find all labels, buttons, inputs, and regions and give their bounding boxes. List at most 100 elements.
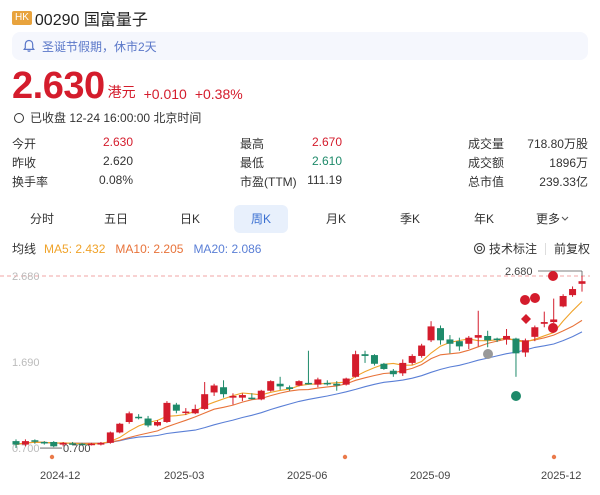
candle-body[interactable]: [50, 441, 58, 447]
price-row: 2.630 港元 +0.010 +0.38%: [12, 66, 243, 106]
candle-body[interactable]: [286, 387, 294, 389]
candle-body[interactable]: [144, 418, 152, 426]
candle-body[interactable]: [163, 402, 171, 422]
stat-turnover-rate-value: 0.08%: [98, 173, 133, 187]
x-label-2025-09: 2025-09: [410, 470, 451, 482]
y-axis-label: 2.680: [12, 271, 40, 283]
candle-body[interactable]: [257, 390, 265, 400]
market-status: 已收盘 12-24 16:00:00 北京时间: [14, 109, 201, 126]
candle-body[interactable]: [323, 382, 331, 385]
event-marker[interactable]: [548, 271, 558, 281]
candlestick-chart[interactable]: 2.680 1.690 0.700 0.700 2.680: [0, 262, 600, 495]
candle-body[interactable]: [304, 382, 312, 385]
candle-body[interactable]: [248, 397, 256, 400]
event-marker[interactable]: [548, 323, 558, 333]
stat-turnover-value: 1896万: [549, 156, 588, 170]
candle-body[interactable]: [97, 442, 105, 445]
candle-body[interactable]: [446, 339, 454, 344]
adjust-mode-button[interactable]: 前复权: [553, 242, 590, 256]
candle-body[interactable]: [220, 387, 228, 395]
candle-body[interactable]: [276, 383, 284, 387]
event-marker[interactable]: [511, 391, 521, 401]
price-change: +0.010: [143, 86, 187, 102]
candle-body[interactable]: [229, 395, 237, 398]
candle-body[interactable]: [154, 421, 161, 426]
candle-body[interactable]: [87, 443, 95, 446]
title-row: HK 00290 国富量子: [12, 6, 148, 30]
tab-quarterly-k[interactable]: 季K: [399, 212, 420, 226]
candle-body[interactable]: [40, 441, 48, 444]
candle-body[interactable]: [569, 289, 577, 296]
candle-body[interactable]: [295, 381, 303, 386]
dividend-marker[interactable]: [342, 454, 348, 460]
x-label-2025-03: 2025-03: [164, 470, 205, 482]
candle-body[interactable]: [78, 443, 86, 446]
candle-body[interactable]: [172, 404, 180, 411]
candle-body[interactable]: [59, 442, 67, 445]
candle-body[interactable]: [512, 338, 520, 354]
tab-intraday[interactable]: 分时: [29, 212, 54, 226]
candle-body[interactable]: [342, 378, 350, 385]
candle-body[interactable]: [418, 345, 426, 356]
candle-body[interactable]: [210, 385, 218, 393]
tab-monthly-k[interactable]: 月K: [325, 212, 346, 226]
candle-body[interactable]: [31, 440, 39, 442]
candle-body[interactable]: [389, 370, 397, 375]
candle-body[interactable]: [370, 355, 378, 364]
candle-body[interactable]: [201, 394, 209, 409]
tab-five-day[interactable]: 五日: [103, 212, 128, 226]
candle-body[interactable]: [267, 381, 275, 391]
candle-body[interactable]: [191, 408, 199, 414]
dividend-marker[interactable]: [49, 454, 55, 460]
candle-body[interactable]: [493, 338, 501, 341]
tech-annotation-toggle[interactable]: 技术标注: [473, 240, 537, 257]
candle-body[interactable]: [559, 295, 567, 307]
candle-body[interactable]: [352, 354, 360, 377]
candle-body[interactable]: [521, 340, 529, 353]
event-marker-diamond[interactable]: [521, 314, 531, 324]
stat-low-value: 2.610: [311, 154, 342, 168]
tab-yearly-k[interactable]: 年K: [473, 212, 494, 226]
candle-body[interactable]: [380, 363, 388, 369]
candle-body[interactable]: [106, 432, 114, 443]
candle-body[interactable]: [333, 383, 341, 386]
candle-body[interactable]: [314, 379, 322, 385]
candle-body[interactable]: [238, 395, 246, 398]
candle-body[interactable]: [408, 355, 416, 363]
x-label-2025-12: 2025-12: [541, 470, 582, 482]
candle-body[interactable]: [455, 341, 463, 347]
candle-body[interactable]: [503, 335, 511, 340]
candle-body[interactable]: [427, 326, 435, 341]
ma-label: 均线: [12, 242, 37, 256]
tab-more[interactable]: 更多: [526, 205, 580, 233]
x-label-2024-12: 2024-12: [40, 470, 81, 482]
candle-body[interactable]: [465, 337, 473, 344]
candle-body[interactable]: [484, 335, 492, 341]
candle-body[interactable]: [531, 327, 539, 337]
candle-body[interactable]: [437, 328, 444, 341]
candle-body[interactable]: [361, 354, 369, 356]
candle-body[interactable]: [12, 441, 20, 445]
stat-open-value: 2.630: [102, 135, 133, 149]
candle-body[interactable]: [399, 362, 407, 374]
tab-weekly-k[interactable]: 周K: [234, 205, 288, 233]
candle-body[interactable]: [182, 411, 190, 414]
candle-body[interactable]: [116, 423, 124, 433]
stat-market-cap-value: 239.33亿: [539, 175, 588, 189]
market-badge: HK: [12, 11, 32, 25]
dividend-marker[interactable]: [551, 454, 557, 460]
tab-daily-k[interactable]: 日K: [179, 212, 200, 226]
event-marker[interactable]: [530, 293, 540, 303]
candle-body[interactable]: [135, 416, 143, 419]
candle-body[interactable]: [550, 319, 558, 323]
event-marker[interactable]: [520, 295, 530, 305]
candle-body[interactable]: [474, 335, 482, 338]
candle-body[interactable]: [578, 281, 586, 284]
candle-body[interactable]: [21, 441, 29, 445]
candle-body[interactable]: [540, 322, 548, 324]
stat-volume: 成交量: [468, 137, 505, 151]
candle-body[interactable]: [125, 413, 133, 422]
stat-pe: 市盈(TTM): [240, 175, 297, 189]
candle-body[interactable]: [69, 443, 77, 445]
event-marker[interactable]: [483, 349, 493, 359]
